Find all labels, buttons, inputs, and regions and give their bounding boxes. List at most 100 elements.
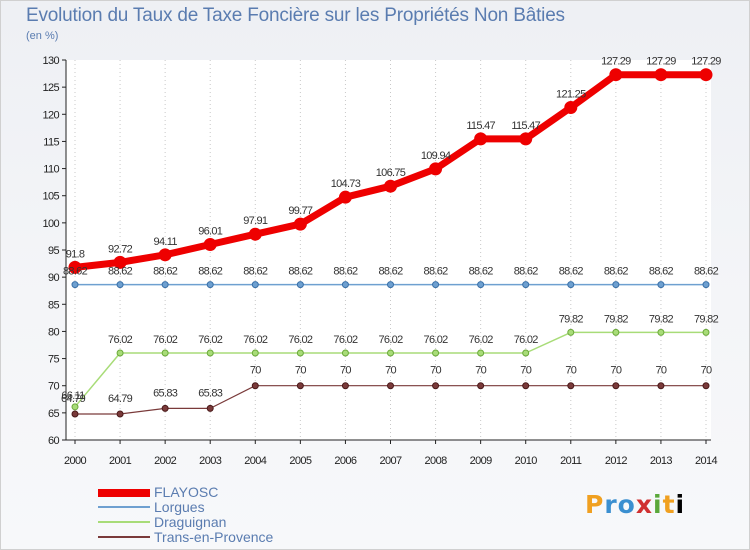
x-tick-label: 2004 [244, 455, 267, 467]
data-point [116, 410, 124, 418]
data-point [341, 382, 349, 390]
x-tick-label: 2014 [695, 455, 718, 467]
data-label: 70 [701, 365, 712, 377]
data-label: 88.62 [694, 266, 719, 278]
data-point [387, 382, 394, 390]
y-tick-label: 60 [48, 435, 60, 447]
data-point [71, 281, 79, 289]
data-point [477, 349, 485, 357]
data-point [657, 281, 665, 289]
data-point [341, 281, 349, 289]
x-tick-label: 2002 [154, 455, 177, 467]
x-tick-label: 2003 [199, 455, 222, 467]
data-label: 70 [340, 365, 351, 377]
data-point [161, 349, 169, 357]
data-point [116, 349, 124, 357]
data-label: 70 [250, 365, 261, 377]
data-point [113, 255, 127, 269]
data-label: 96.01 [198, 226, 223, 238]
data-point [702, 328, 710, 336]
data-point [432, 281, 440, 289]
unit-label: (en %) [26, 30, 59, 42]
data-label: 70 [520, 365, 531, 377]
y-tick-label: 80 [48, 326, 60, 338]
data-point [567, 328, 575, 336]
data-label: 70 [475, 365, 486, 377]
data-label: 76.02 [469, 334, 494, 346]
data-labels: 91.8 92.72 94.11 96.01 97.91 99.77 104.73 106.7… [61, 56, 722, 405]
legend-swatch-trans-en-provence [98, 536, 150, 538]
data-point [612, 281, 620, 289]
data-point [384, 179, 397, 193]
data-label: 79.82 [604, 313, 629, 325]
data-label: 88.62 [378, 266, 403, 278]
data-label: 88.62 [63, 266, 88, 278]
data-point [567, 382, 575, 390]
data-label: 76.02 [243, 334, 268, 346]
data-point [161, 404, 169, 412]
data-point [702, 281, 710, 289]
series-flayosc [68, 68, 713, 274]
x-tick-label: 2001 [109, 455, 132, 467]
data-label: 76.02 [378, 334, 403, 346]
data-label: 70 [385, 365, 396, 377]
x-tick-label: 2011 [560, 455, 582, 467]
data-point [609, 68, 623, 82]
data-point [158, 248, 172, 262]
x-tick-label: 2008 [425, 455, 448, 467]
data-label: 64.79 [61, 393, 86, 405]
data-point [116, 281, 124, 289]
data-point [248, 227, 262, 241]
data-point [657, 382, 665, 390]
data-label: 92.72 [108, 243, 133, 255]
x-tick-label: 2013 [650, 455, 673, 467]
data-label: 65.83 [198, 387, 223, 399]
data-point [702, 382, 710, 390]
x-tick-label: 2012 [605, 455, 628, 467]
data-point [477, 281, 485, 289]
x-tick-label: 2005 [289, 455, 312, 467]
data-label: 106.75 [376, 167, 406, 179]
data-label: 76.02 [288, 334, 313, 346]
data-label: 79.82 [649, 313, 674, 325]
data-label: 115.47 [511, 120, 540, 132]
data-label: 99.77 [288, 205, 313, 217]
data-label: 79.82 [559, 313, 584, 325]
data-point [161, 281, 169, 289]
data-point [654, 68, 668, 82]
data-point [657, 328, 665, 336]
x-tick-label: 2009 [470, 455, 493, 467]
data-point [474, 132, 488, 146]
data-label: 76.02 [333, 334, 358, 346]
data-point [612, 382, 620, 390]
data-label: 115.47 [466, 120, 495, 132]
data-point [519, 132, 533, 146]
data-label: 64.79 [108, 393, 133, 405]
series-layer [68, 68, 713, 418]
data-label: 65.83 [153, 387, 178, 399]
legend-label-trans-en-provence: Trans-en-Provence [154, 529, 274, 545]
y-tick-label: 125 [42, 82, 59, 94]
legend-swatch-flayosc [98, 489, 150, 497]
data-label: 70 [295, 365, 306, 377]
data-label: 88.62 [469, 266, 494, 278]
data-label: 70 [656, 365, 667, 377]
data-point [206, 281, 214, 289]
data-point [522, 382, 530, 390]
data-point [293, 217, 307, 231]
data-point [387, 281, 394, 289]
y-tick-label: 75 [48, 354, 60, 366]
legend-label-draguignan: Draguignan [154, 514, 227, 530]
data-point [71, 410, 79, 418]
data-label: 88.62 [604, 266, 629, 278]
chart-title: Evolution du Taux de Taxe Foncière sur l… [26, 5, 565, 26]
data-label: 66.11 [61, 390, 85, 402]
data-label: 127.29 [691, 56, 721, 68]
data-label: 76.02 [514, 334, 539, 346]
y-tick-label: 120 [42, 109, 59, 121]
data-label: 76.02 [108, 334, 133, 346]
data-point [432, 382, 440, 390]
data-label: 88.62 [649, 266, 674, 278]
data-point [432, 349, 440, 357]
data-label: 127.29 [601, 56, 631, 68]
